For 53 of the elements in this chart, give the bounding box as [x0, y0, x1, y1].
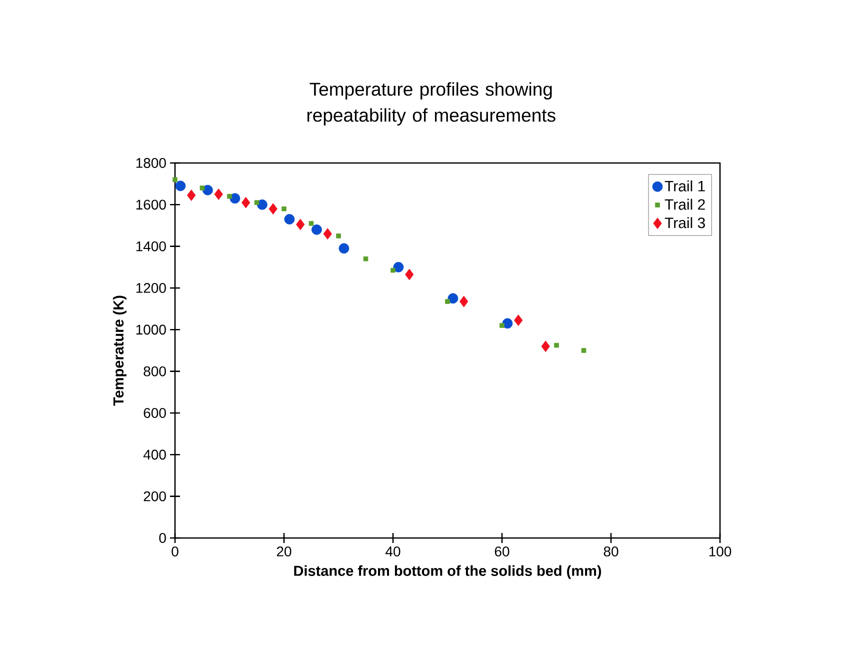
x-tick-label: 20: [276, 546, 292, 556]
point: [460, 296, 468, 308]
y-tick-label: 1200: [136, 283, 166, 293]
point: [554, 342, 559, 348]
y-tick-label: 1800: [136, 158, 166, 168]
point: [187, 190, 196, 201]
y-tick-label: 1000: [136, 324, 166, 335]
legend-label: Trail 1: [664, 180, 705, 192]
legend-label: Trail 3: [664, 217, 705, 228]
point: [448, 293, 458, 304]
point: [323, 228, 332, 240]
y-tick-label: 400: [143, 450, 166, 460]
point: [172, 177, 178, 182]
point: [175, 180, 186, 192]
point: [308, 221, 314, 226]
point: [336, 234, 341, 238]
point: [445, 299, 450, 304]
x-tick-label: 40: [386, 546, 400, 556]
x-tick-label: 0: [172, 546, 178, 556]
y-tick-label: 800: [144, 366, 166, 376]
point: [312, 224, 322, 235]
x-tick-label: 80: [604, 546, 618, 556]
point: [502, 318, 513, 329]
point: [581, 348, 586, 353]
point: [514, 314, 523, 326]
y-tick-label: 1400: [136, 241, 166, 252]
point: [405, 268, 414, 280]
x-tick-label: 60: [494, 546, 510, 556]
x-tick-label: 100: [709, 546, 732, 556]
point: [541, 340, 550, 352]
point: [338, 243, 350, 254]
x-axis-title: Distance from bottom of the solids bed (mm): [294, 565, 602, 579]
point: [500, 323, 504, 328]
y-axis-title: Temperature (K): [112, 296, 126, 406]
point: [390, 268, 396, 273]
point: [227, 194, 232, 199]
point: [393, 262, 404, 272]
point: [282, 206, 286, 212]
point: [284, 214, 295, 224]
legend-label: Trail 2: [664, 198, 705, 210]
point: [268, 203, 278, 215]
point: [254, 200, 260, 205]
y-tick-label: 200: [144, 491, 166, 502]
y-tick-label: 1600: [136, 200, 166, 210]
point: [363, 256, 368, 262]
point: [200, 186, 205, 190]
chart-title: Temperature profiles showing repeatability of measurements: [307, 82, 556, 126]
point: [214, 188, 223, 200]
point: [242, 196, 250, 208]
point: [296, 218, 305, 230]
y-tick-label: 0: [159, 533, 166, 543]
y-tick-label: 600: [144, 408, 166, 418]
point: [230, 193, 240, 204]
